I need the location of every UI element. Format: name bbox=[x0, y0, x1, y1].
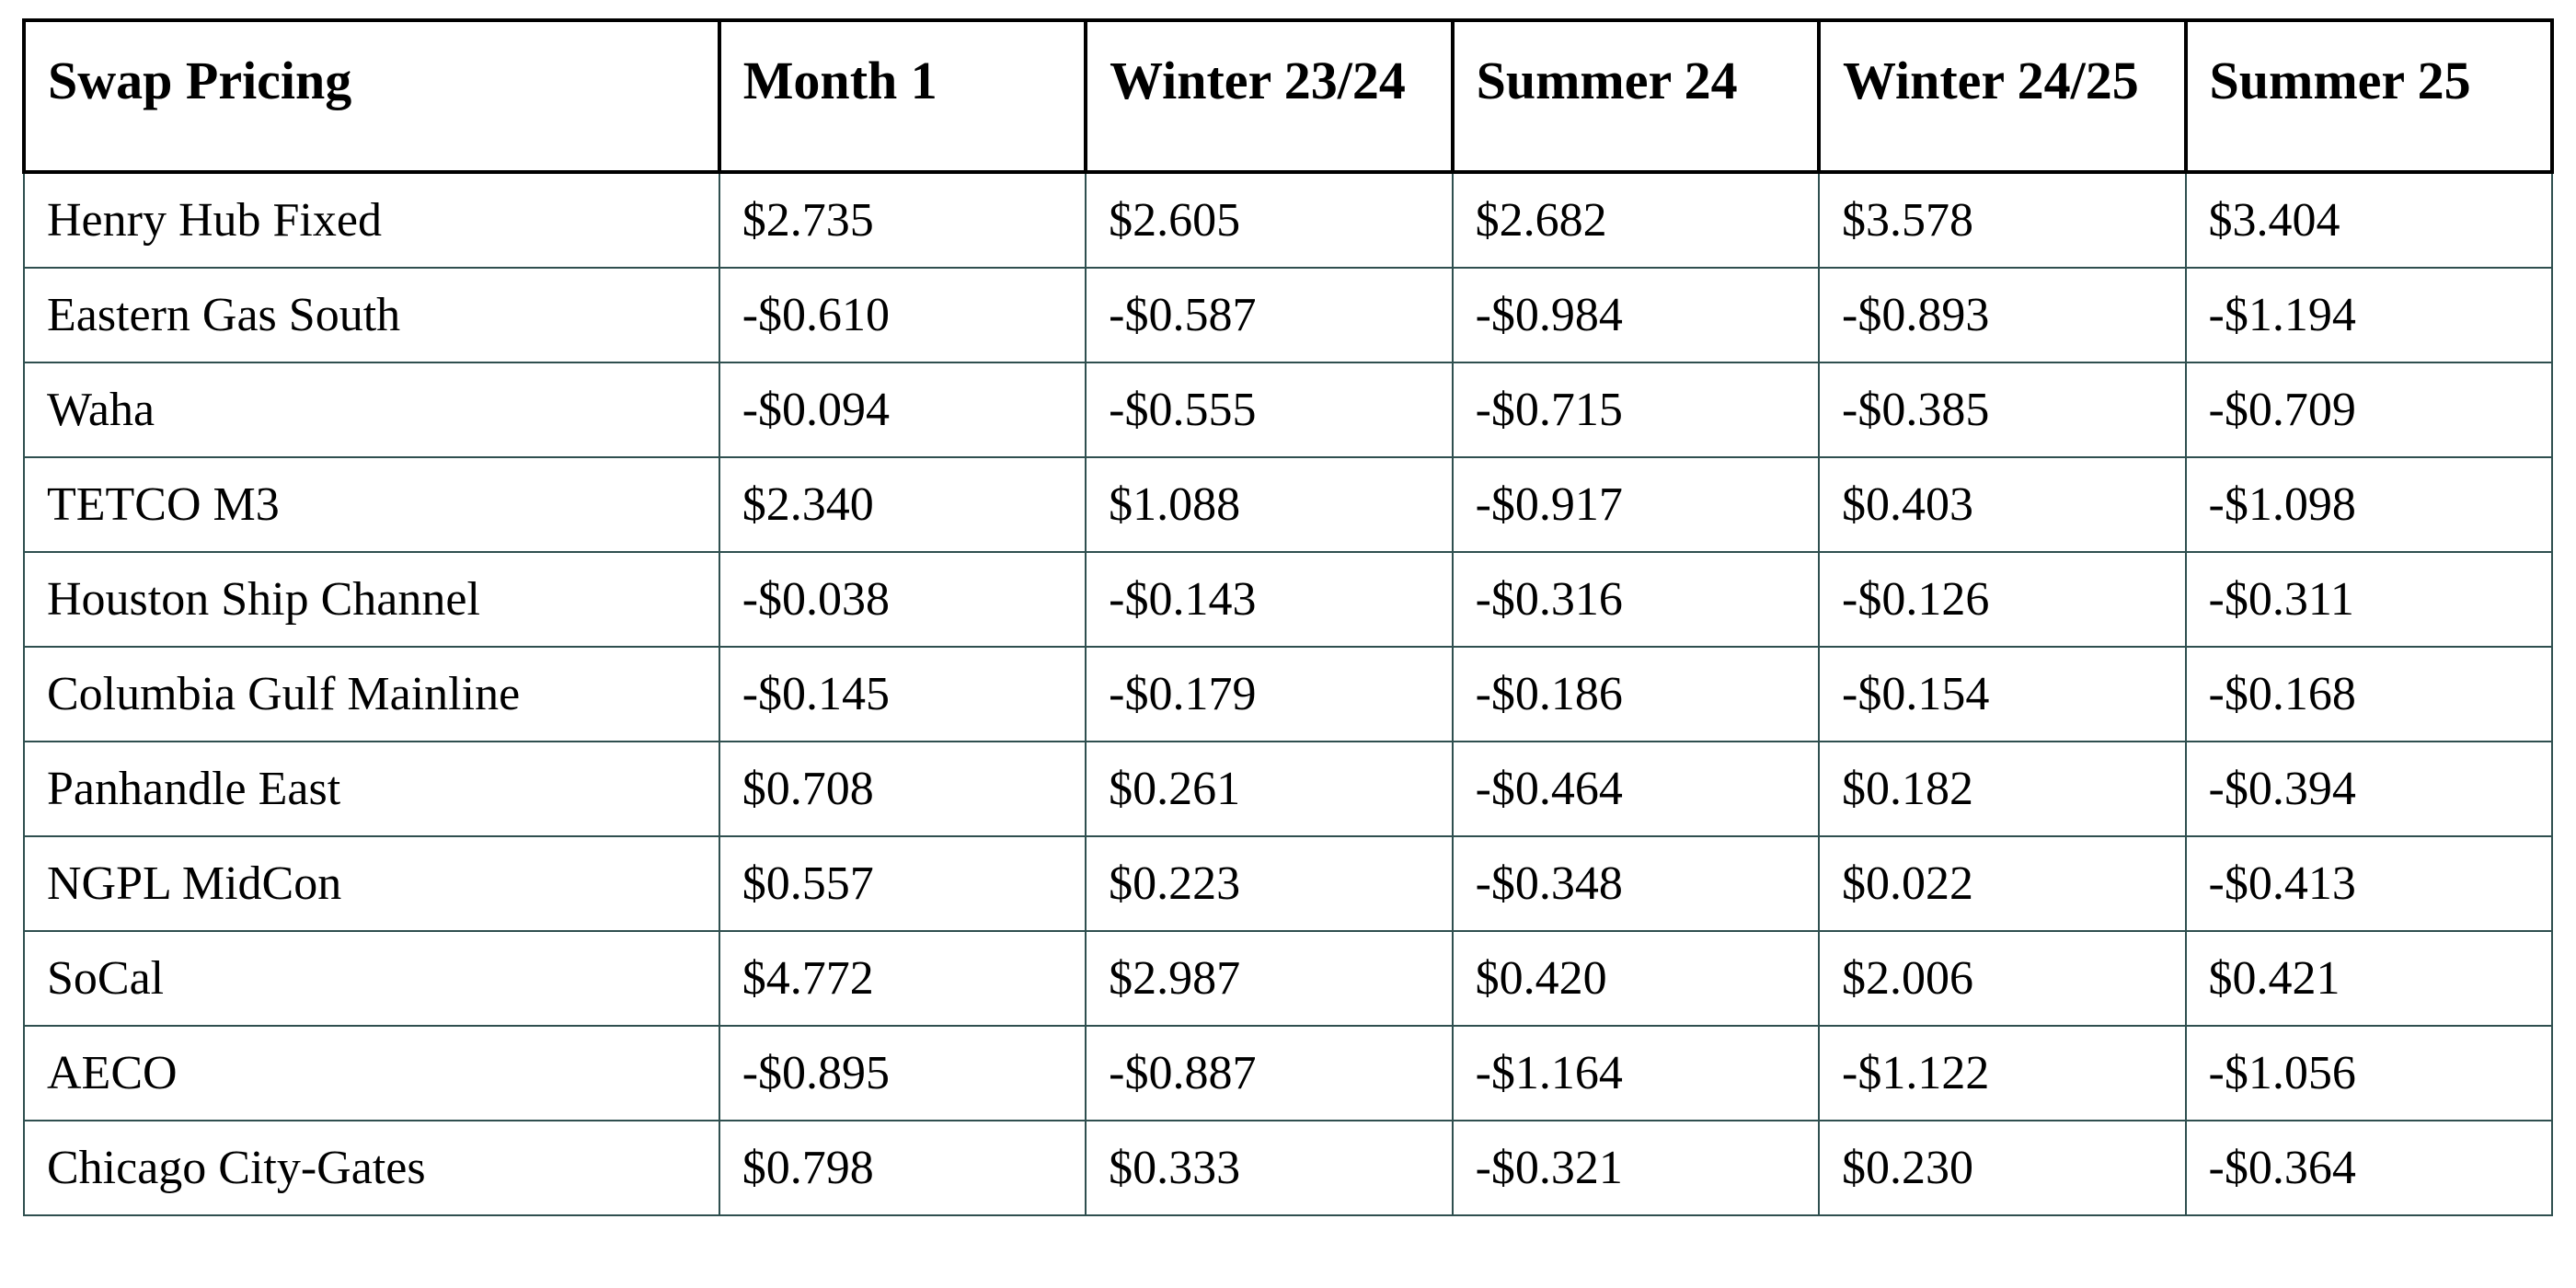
cell: $2.682 bbox=[1453, 172, 1819, 268]
cell: -$0.311 bbox=[2186, 552, 2553, 647]
cell: $2.735 bbox=[719, 172, 1086, 268]
table-row: Waha -$0.094 -$0.555 -$0.715 -$0.385 -$0… bbox=[24, 362, 2552, 457]
cell: -$0.179 bbox=[1086, 647, 1452, 742]
cell: -$0.984 bbox=[1453, 268, 1819, 362]
table-row: Panhandle East $0.708 $0.261 -$0.464 $0.… bbox=[24, 742, 2552, 836]
cell: -$0.168 bbox=[2186, 647, 2553, 742]
table-row: Chicago City-Gates $0.798 $0.333 -$0.321… bbox=[24, 1121, 2552, 1215]
cell: $4.772 bbox=[719, 931, 1086, 1026]
cell: -$0.094 bbox=[719, 362, 1086, 457]
row-label: TETCO M3 bbox=[24, 457, 719, 552]
table-row: Columbia Gulf Mainline -$0.145 -$0.179 -… bbox=[24, 647, 2552, 742]
cell: $2.605 bbox=[1086, 172, 1452, 268]
cell: -$0.587 bbox=[1086, 268, 1452, 362]
cell: -$0.887 bbox=[1086, 1026, 1452, 1121]
cell: -$1.056 bbox=[2186, 1026, 2553, 1121]
cell: -$0.316 bbox=[1453, 552, 1819, 647]
cell: $1.088 bbox=[1086, 457, 1452, 552]
cell: $0.333 bbox=[1086, 1121, 1452, 1215]
row-label: Henry Hub Fixed bbox=[24, 172, 719, 268]
cell: -$0.895 bbox=[719, 1026, 1086, 1121]
cell: -$0.143 bbox=[1086, 552, 1452, 647]
cell: $0.223 bbox=[1086, 836, 1452, 931]
column-header: Swap Pricing bbox=[24, 20, 719, 172]
cell: $0.421 bbox=[2186, 931, 2553, 1026]
column-header: Winter 24/25 bbox=[1819, 20, 2185, 172]
table-container: Swap Pricing Month 1 Winter 23/24 Summer… bbox=[0, 0, 2576, 1235]
table-header-row: Swap Pricing Month 1 Winter 23/24 Summer… bbox=[24, 20, 2552, 172]
column-header: Month 1 bbox=[719, 20, 1086, 172]
cell: $0.022 bbox=[1819, 836, 2185, 931]
cell: -$0.715 bbox=[1453, 362, 1819, 457]
cell: -$0.610 bbox=[719, 268, 1086, 362]
cell: -$0.145 bbox=[719, 647, 1086, 742]
row-label: SoCal bbox=[24, 931, 719, 1026]
cell: -$0.186 bbox=[1453, 647, 1819, 742]
cell: -$0.348 bbox=[1453, 836, 1819, 931]
table-row: Houston Ship Channel -$0.038 -$0.143 -$0… bbox=[24, 552, 2552, 647]
cell: $0.708 bbox=[719, 742, 1086, 836]
cell: -$0.126 bbox=[1819, 552, 2185, 647]
cell: -$0.413 bbox=[2186, 836, 2553, 931]
cell: $0.557 bbox=[719, 836, 1086, 931]
table-row: Henry Hub Fixed $2.735 $2.605 $2.682 $3.… bbox=[24, 172, 2552, 268]
table-row: NGPL MidCon $0.557 $0.223 -$0.348 $0.022… bbox=[24, 836, 2552, 931]
cell: $0.182 bbox=[1819, 742, 2185, 836]
cell: -$1.098 bbox=[2186, 457, 2553, 552]
row-label: Houston Ship Channel bbox=[24, 552, 719, 647]
cell: $2.006 bbox=[1819, 931, 2185, 1026]
table-body: Henry Hub Fixed $2.735 $2.605 $2.682 $3.… bbox=[24, 172, 2552, 1215]
cell: -$0.555 bbox=[1086, 362, 1452, 457]
cell: $0.230 bbox=[1819, 1121, 2185, 1215]
cell: -$1.122 bbox=[1819, 1026, 2185, 1121]
cell: -$1.164 bbox=[1453, 1026, 1819, 1121]
cell: $3.578 bbox=[1819, 172, 2185, 268]
cell: $0.261 bbox=[1086, 742, 1452, 836]
cell: -$0.893 bbox=[1819, 268, 2185, 362]
cell: $3.404 bbox=[2186, 172, 2553, 268]
cell: $2.987 bbox=[1086, 931, 1452, 1026]
column-header: Winter 23/24 bbox=[1086, 20, 1452, 172]
cell: -$0.464 bbox=[1453, 742, 1819, 836]
cell: $2.340 bbox=[719, 457, 1086, 552]
row-label: AECO bbox=[24, 1026, 719, 1121]
cell: -$0.154 bbox=[1819, 647, 2185, 742]
cell: $0.798 bbox=[719, 1121, 1086, 1215]
row-label: Panhandle East bbox=[24, 742, 719, 836]
column-header: Summer 25 bbox=[2186, 20, 2553, 172]
table-row: SoCal $4.772 $2.987 $0.420 $2.006 $0.421 bbox=[24, 931, 2552, 1026]
cell: -$0.038 bbox=[719, 552, 1086, 647]
cell: -$0.709 bbox=[2186, 362, 2553, 457]
row-label: NGPL MidCon bbox=[24, 836, 719, 931]
cell: $0.403 bbox=[1819, 457, 2185, 552]
cell: -$0.385 bbox=[1819, 362, 2185, 457]
row-label: Eastern Gas South bbox=[24, 268, 719, 362]
cell: $0.420 bbox=[1453, 931, 1819, 1026]
table-row: AECO -$0.895 -$0.887 -$1.164 -$1.122 -$1… bbox=[24, 1026, 2552, 1121]
cell: -$0.394 bbox=[2186, 742, 2553, 836]
cell: -$0.321 bbox=[1453, 1121, 1819, 1215]
row-label: Chicago City-Gates bbox=[24, 1121, 719, 1215]
table-row: Eastern Gas South -$0.610 -$0.587 -$0.98… bbox=[24, 268, 2552, 362]
table-row: TETCO M3 $2.340 $1.088 -$0.917 $0.403 -$… bbox=[24, 457, 2552, 552]
row-label: Waha bbox=[24, 362, 719, 457]
column-header: Summer 24 bbox=[1453, 20, 1819, 172]
row-label: Columbia Gulf Mainline bbox=[24, 647, 719, 742]
cell: -$0.364 bbox=[2186, 1121, 2553, 1215]
cell: -$0.917 bbox=[1453, 457, 1819, 552]
cell: -$1.194 bbox=[2186, 268, 2553, 362]
swap-pricing-table: Swap Pricing Month 1 Winter 23/24 Summer… bbox=[22, 18, 2554, 1216]
